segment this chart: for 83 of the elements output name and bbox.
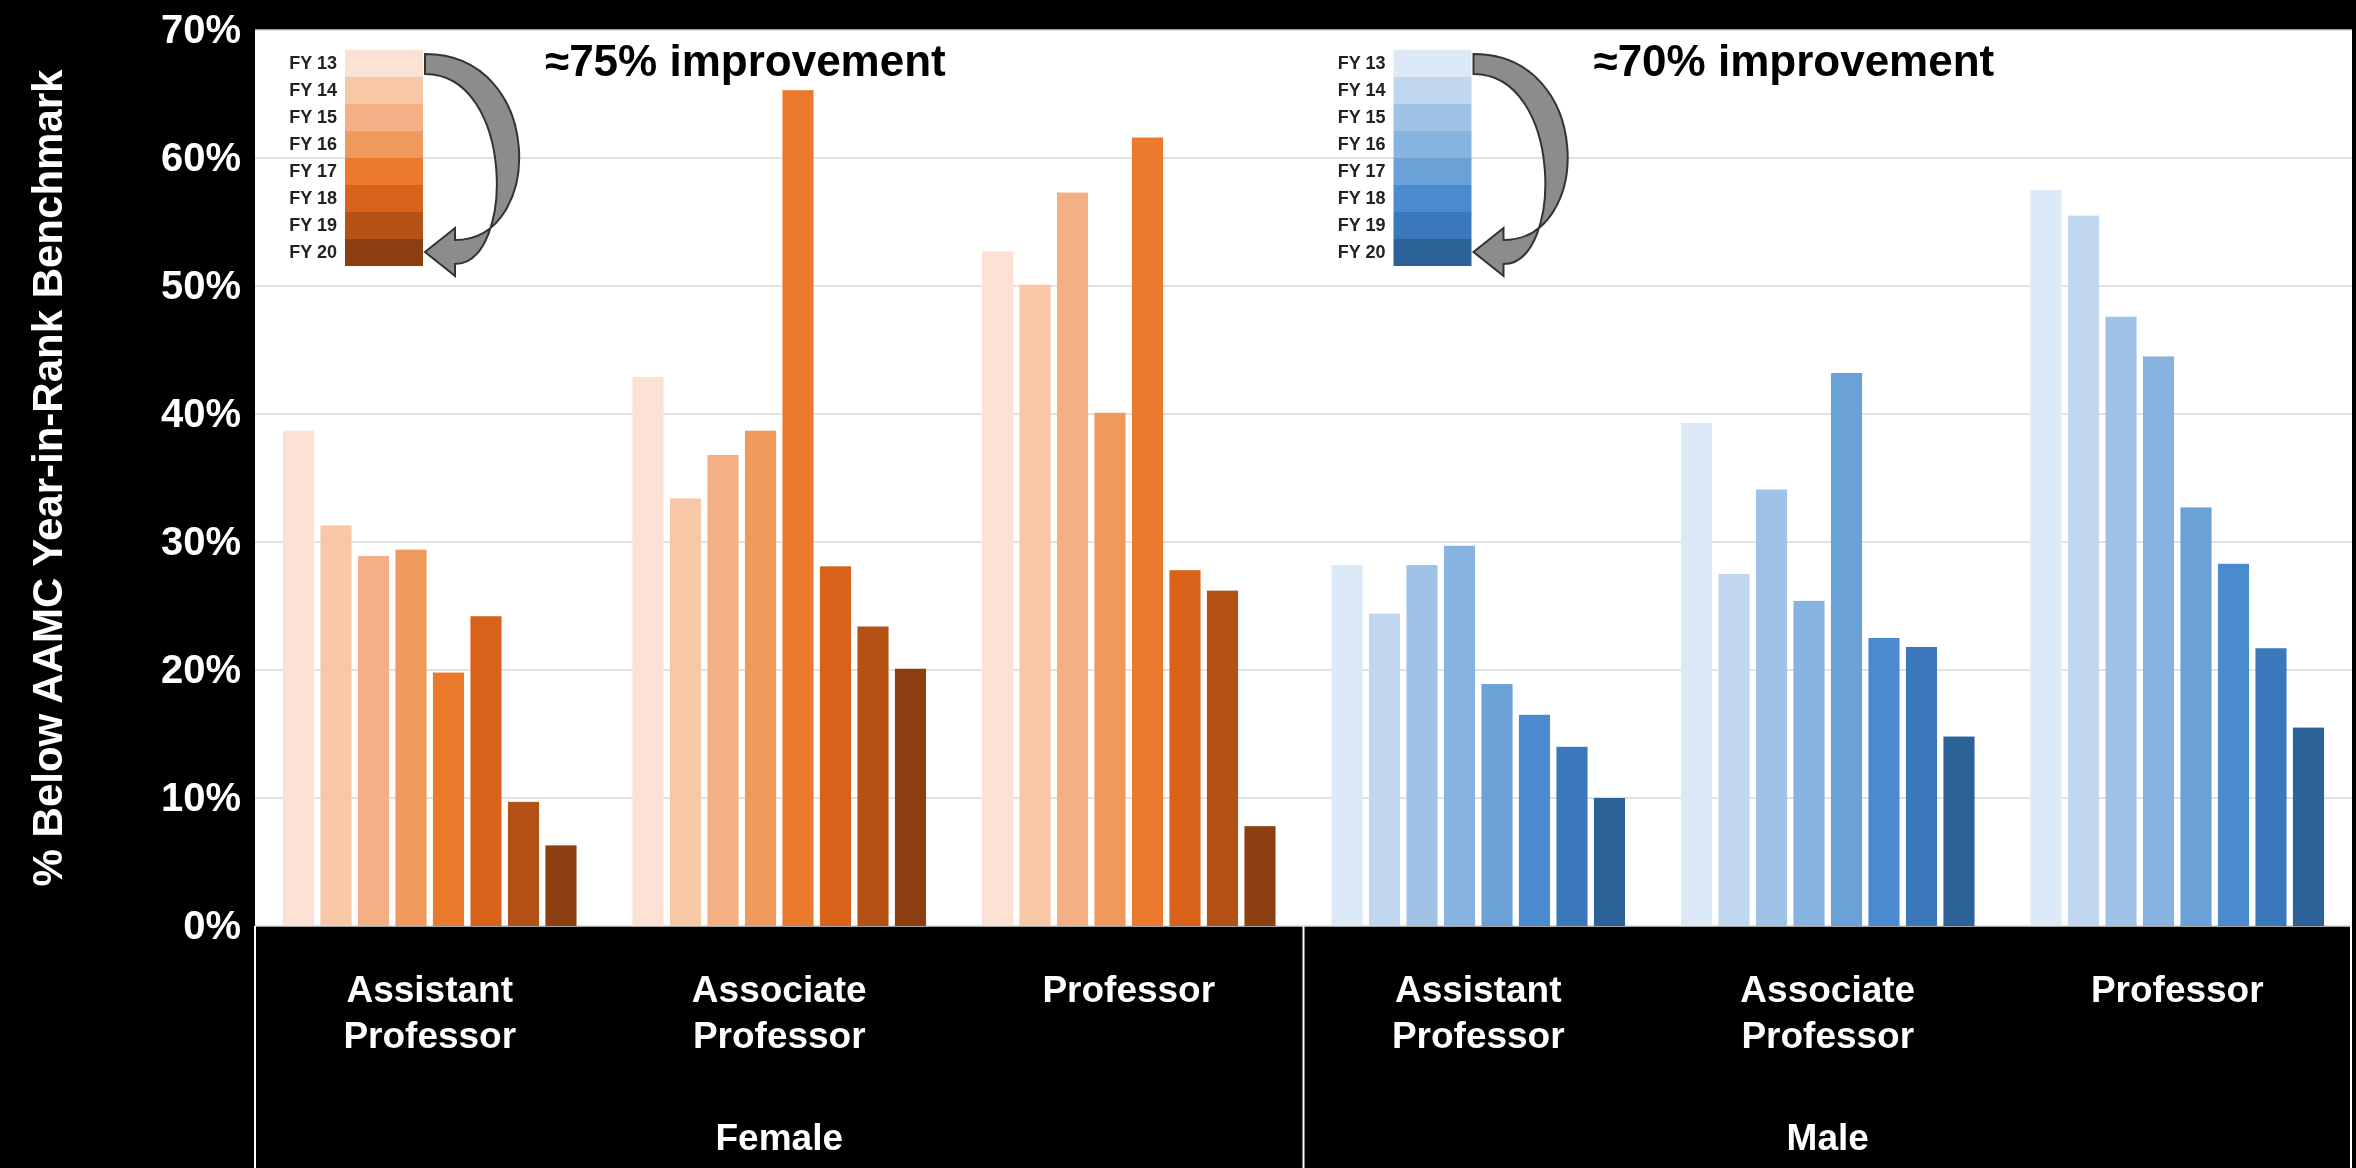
bar (1718, 574, 1750, 926)
bar (669, 498, 702, 926)
bar (1019, 284, 1051, 926)
bar (1593, 798, 1626, 926)
legend-label: FY 14 (1337, 80, 1386, 100)
bar (1556, 746, 1588, 926)
legend-label: FY 19 (1337, 215, 1386, 235)
legend-label: FY 13 (1337, 53, 1386, 73)
bar (2255, 648, 2287, 926)
annotation: ≈75% improvement (545, 36, 947, 85)
bar (1131, 137, 1164, 926)
legend-label: FY 20 (289, 242, 337, 262)
legend-label: FY 19 (289, 215, 337, 235)
bar (1056, 192, 1089, 926)
bar (1680, 422, 1713, 926)
x-tick-label: Professor (2090, 969, 2264, 1010)
y-tick-label: 10% (160, 775, 241, 820)
y-tick-label: 0% (183, 903, 241, 948)
bar (1905, 646, 1938, 926)
bar (2217, 563, 2250, 926)
legend-label: FY 16 (289, 134, 337, 154)
legend-label: FY 20 (1337, 242, 1386, 262)
bar (1094, 412, 1126, 926)
bar (1755, 489, 1788, 926)
bar (395, 549, 427, 926)
y-tick-label: 20% (160, 647, 241, 692)
bar (2180, 507, 2212, 926)
y-tick-label: 50% (160, 263, 241, 308)
bar (2067, 215, 2100, 926)
bar (1206, 590, 1239, 926)
bar (1368, 613, 1401, 926)
y-axis-title: % Below AAMC Year-in-Rank Benchmark (24, 68, 71, 887)
y-tick-label: 30% (160, 519, 241, 564)
bar (282, 430, 315, 926)
bar (1481, 684, 1513, 926)
bar (545, 845, 577, 926)
bar (357, 556, 390, 926)
bar (1244, 826, 1276, 926)
legend-label: FY 18 (1337, 188, 1386, 208)
legend-label: FY 17 (289, 161, 337, 181)
bar (2292, 727, 2325, 926)
x-tick-label: Associate Professor (691, 969, 867, 1056)
bar (1830, 373, 1863, 926)
bar (2142, 356, 2175, 926)
bar (1169, 570, 1201, 926)
x-tick-label: Associate Professor (1740, 969, 1916, 1056)
bar (1406, 565, 1438, 926)
bar (470, 616, 502, 926)
bar (632, 376, 664, 926)
x-axis-title: Female (715, 1117, 844, 1158)
legend-label: FY 14 (289, 80, 337, 100)
bar (981, 251, 1014, 926)
legend-label: FY 15 (1337, 107, 1386, 127)
bar (1943, 736, 1975, 926)
bar (782, 90, 814, 926)
x-tick-label: Professor (1042, 969, 1216, 1010)
bar (819, 566, 852, 926)
bar (1868, 638, 1900, 926)
legend-label: FY 15 (289, 107, 337, 127)
x-tick-label: Assistant Professor (1391, 969, 1565, 1056)
bar (2030, 190, 2062, 926)
y-tick-label: 70% (160, 7, 241, 52)
annotation: ≈70% improvement (1593, 36, 1995, 85)
y-tick-label: 60% (160, 135, 241, 180)
bar (894, 668, 927, 926)
bar (320, 525, 352, 926)
bar (1443, 545, 1476, 926)
bar (1518, 714, 1551, 926)
legend-label: FY 13 (289, 53, 337, 73)
bar (507, 801, 540, 926)
bar (432, 672, 465, 926)
bar (1793, 600, 1825, 926)
bar (1331, 565, 1363, 926)
x-tick-label: Assistant Professor (343, 969, 517, 1056)
legend-label: FY 16 (1337, 134, 1386, 154)
bar (857, 626, 889, 926)
bar (2105, 316, 2137, 926)
legend-label: FY 18 (289, 188, 337, 208)
bar (707, 454, 739, 926)
legend-label: FY 17 (1337, 161, 1386, 181)
bar (744, 430, 777, 926)
y-tick-label: 40% (160, 391, 241, 436)
x-axis-title: Male (1786, 1117, 1869, 1158)
